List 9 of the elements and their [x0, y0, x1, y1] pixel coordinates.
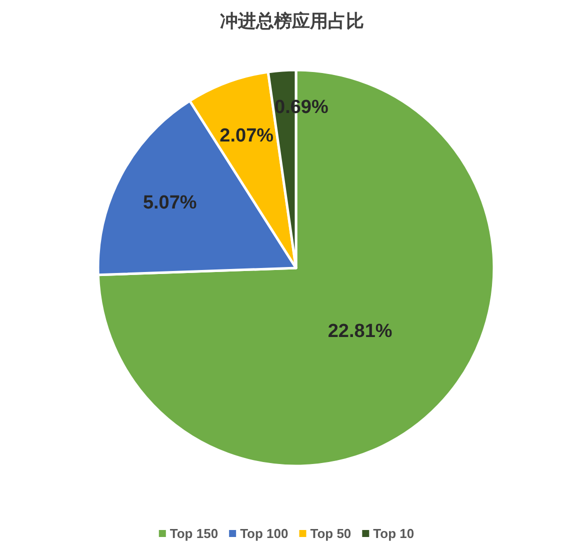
data-label: 5.07%: [142, 192, 197, 214]
data-label: 2.07%: [220, 125, 274, 146]
chart-title: 冲进总榜应用占比: [220, 11, 364, 31]
legend-label: Top 50: [310, 526, 352, 541]
legend-label: Top 100: [240, 526, 288, 541]
legend-label: Top 150: [170, 526, 218, 541]
data-label: 22.81%: [328, 320, 392, 342]
pie-slice: [96, 68, 496, 468]
legend-label: Top 10: [373, 526, 414, 541]
